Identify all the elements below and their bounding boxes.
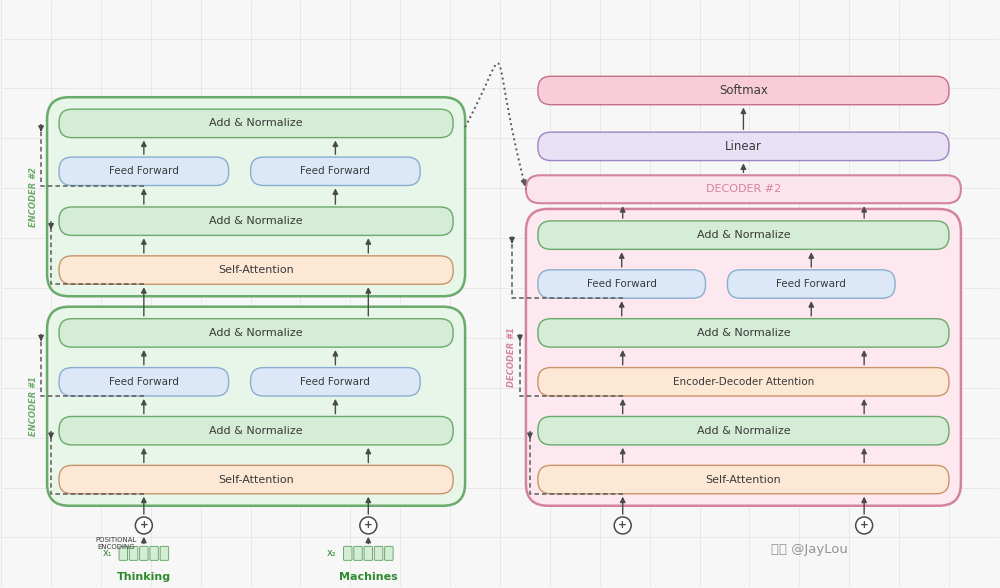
- Text: 知乎 @JayLou: 知乎 @JayLou: [771, 543, 848, 556]
- Text: Encoder-Decoder Attention: Encoder-Decoder Attention: [673, 377, 814, 387]
- FancyBboxPatch shape: [59, 256, 453, 284]
- FancyBboxPatch shape: [47, 307, 465, 506]
- Text: ENCODER #2: ENCODER #2: [29, 167, 38, 226]
- FancyBboxPatch shape: [538, 270, 706, 298]
- Text: +: +: [860, 520, 869, 530]
- Text: Feed Forward: Feed Forward: [300, 166, 370, 176]
- Text: Thinking: Thinking: [117, 572, 171, 582]
- Text: +: +: [618, 520, 627, 530]
- FancyBboxPatch shape: [59, 368, 229, 396]
- Text: Add & Normalize: Add & Normalize: [697, 230, 790, 240]
- Circle shape: [614, 517, 631, 534]
- FancyBboxPatch shape: [140, 546, 148, 560]
- FancyBboxPatch shape: [354, 546, 362, 560]
- Text: Machines: Machines: [339, 572, 398, 582]
- FancyBboxPatch shape: [526, 209, 961, 506]
- FancyBboxPatch shape: [47, 97, 465, 296]
- FancyBboxPatch shape: [59, 207, 453, 235]
- FancyBboxPatch shape: [538, 465, 949, 494]
- Circle shape: [135, 517, 152, 534]
- Text: x₂: x₂: [327, 549, 337, 559]
- Text: Feed Forward: Feed Forward: [776, 279, 846, 289]
- Text: Add & Normalize: Add & Normalize: [697, 328, 790, 338]
- FancyBboxPatch shape: [150, 546, 158, 560]
- FancyBboxPatch shape: [538, 416, 949, 445]
- FancyBboxPatch shape: [538, 368, 949, 396]
- FancyBboxPatch shape: [119, 546, 128, 560]
- FancyBboxPatch shape: [160, 546, 169, 560]
- Text: Add & Normalize: Add & Normalize: [697, 426, 790, 436]
- Text: Feed Forward: Feed Forward: [109, 377, 179, 387]
- Text: Feed Forward: Feed Forward: [109, 166, 179, 176]
- FancyBboxPatch shape: [59, 416, 453, 445]
- FancyBboxPatch shape: [727, 270, 895, 298]
- Text: Softmax: Softmax: [719, 84, 768, 97]
- FancyBboxPatch shape: [538, 132, 949, 161]
- Text: DECODER #1: DECODER #1: [507, 328, 516, 387]
- Text: Add & Normalize: Add & Normalize: [209, 328, 303, 338]
- FancyBboxPatch shape: [374, 546, 383, 560]
- Text: +: +: [364, 520, 373, 530]
- FancyBboxPatch shape: [129, 546, 138, 560]
- Text: Linear: Linear: [725, 140, 762, 153]
- FancyBboxPatch shape: [251, 157, 420, 185]
- Circle shape: [856, 517, 873, 534]
- FancyBboxPatch shape: [251, 368, 420, 396]
- Text: Self-Attention: Self-Attention: [218, 265, 294, 275]
- FancyBboxPatch shape: [59, 319, 453, 347]
- Text: DECODER #2: DECODER #2: [706, 184, 781, 194]
- Text: +: +: [139, 520, 148, 530]
- FancyBboxPatch shape: [59, 465, 453, 494]
- FancyBboxPatch shape: [59, 157, 229, 185]
- FancyBboxPatch shape: [538, 319, 949, 347]
- Text: x₁: x₁: [103, 549, 112, 559]
- Text: Feed Forward: Feed Forward: [587, 279, 657, 289]
- FancyBboxPatch shape: [344, 546, 352, 560]
- FancyBboxPatch shape: [538, 221, 949, 249]
- Circle shape: [360, 517, 377, 534]
- Text: Add & Normalize: Add & Normalize: [209, 118, 303, 128]
- FancyBboxPatch shape: [59, 109, 453, 138]
- Text: Self-Attention: Self-Attention: [218, 475, 294, 485]
- FancyBboxPatch shape: [364, 546, 373, 560]
- Text: Self-Attention: Self-Attention: [706, 475, 781, 485]
- Text: Add & Normalize: Add & Normalize: [209, 426, 303, 436]
- Text: ENCODER #1: ENCODER #1: [29, 376, 38, 436]
- Text: POSITIONAL
ENCODING: POSITIONAL ENCODING: [95, 537, 137, 550]
- FancyBboxPatch shape: [538, 76, 949, 105]
- FancyBboxPatch shape: [385, 546, 393, 560]
- Text: Add & Normalize: Add & Normalize: [209, 216, 303, 226]
- Text: Feed Forward: Feed Forward: [300, 377, 370, 387]
- FancyBboxPatch shape: [526, 175, 961, 203]
